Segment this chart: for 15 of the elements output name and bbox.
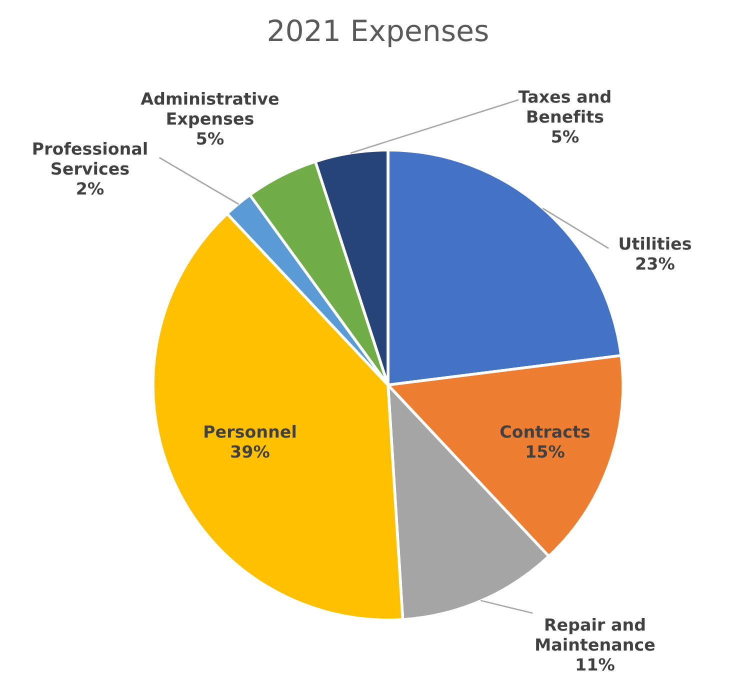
- slice-label: Taxes and Benefits: [518, 90, 610, 123]
- slice-label: Utilities: [620, 236, 691, 250]
- slice-label: Contracts: [500, 425, 590, 438]
- data-label: 2%: [77, 182, 104, 195]
- slice-label: Repair and Maintenance: [536, 618, 655, 651]
- slice-label: Professional Services: [33, 142, 147, 175]
- slice-label: Administrative Expenses: [140, 92, 279, 128]
- data-label: 11%: [576, 658, 614, 671]
- slice-label: Personnel: [204, 424, 296, 438]
- data-label: 5%: [552, 130, 579, 143]
- data-label: 39%: [231, 445, 270, 458]
- data-label: 23%: [636, 257, 674, 270]
- data-label: 5%: [197, 132, 224, 145]
- chart-title: 2021 Expenses: [268, 19, 488, 48]
- data-label: 15%: [526, 445, 564, 458]
